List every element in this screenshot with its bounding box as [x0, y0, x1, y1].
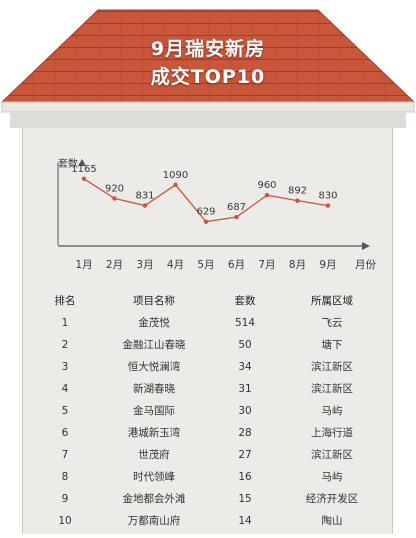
- data-point: [325, 203, 331, 208]
- rank-cell: 4: [61, 383, 69, 395]
- content-panel: [22, 128, 393, 534]
- table-header-row: 排名 项目名称 套数 所属区域: [22, 290, 391, 312]
- table-row: 10 万都南山府 14 陶山: [22, 510, 391, 532]
- units-cell: 30: [238, 405, 252, 417]
- data-label: 629: [196, 207, 215, 218]
- data-point: [234, 214, 239, 220]
- project-cell: 金融江山春晓: [122, 339, 186, 351]
- project-cell: 世茂府: [138, 449, 170, 461]
- x-tick-label: 5月: [197, 259, 214, 271]
- rank-cell: 5: [61, 405, 69, 417]
- y-axis-label: 套数: [58, 157, 78, 170]
- data-point: [295, 198, 300, 203]
- line-chart: 套数 月份 1165 1月 920 2月 831 3月 1090 4月 629 5月 687 6月 96…: [57, 157, 376, 271]
- header-rank: 排名: [54, 295, 76, 307]
- x-tick-label: 4月: [167, 259, 184, 271]
- data-label: 1165: [71, 164, 96, 175]
- data-label: 1090: [163, 170, 188, 181]
- project-cell: 新湖春晓: [133, 383, 175, 395]
- table-row: 7 世茂府 27 滨江新区: [22, 444, 391, 466]
- x-tick-label: 8月: [289, 259, 306, 271]
- data-label: 960: [257, 180, 276, 191]
- data-label: 831: [135, 191, 154, 202]
- x-axis-arrow: [362, 242, 370, 250]
- units-cell: 50: [238, 339, 252, 351]
- table-row: 3 恒大悦澜湾 34 滨江新区: [22, 356, 391, 378]
- area-cell: 马屿: [321, 405, 343, 417]
- rank-cell: 2: [61, 339, 69, 351]
- table-row: 5 金马国际 30 马屿: [22, 400, 391, 422]
- project-cell: 金地都会外滩: [122, 493, 186, 505]
- units-cell: 27: [238, 449, 252, 461]
- table-row: 2 金融江山春晓 50 塘下: [22, 334, 391, 356]
- data-point: [112, 196, 117, 201]
- header-area: 所属区域: [311, 295, 353, 307]
- area-cell: 上海行道: [311, 427, 353, 439]
- area-cell: 滨江新区: [311, 449, 353, 461]
- data-label: 892: [288, 186, 307, 197]
- x-tick-label: 9月: [319, 259, 336, 271]
- table-row: 6 港城新玉湾 28 上海行道: [22, 422, 391, 444]
- project-cell: 港城新玉湾: [127, 427, 181, 439]
- area-cell: 飞云: [321, 317, 343, 329]
- x-tick-label: 3月: [136, 259, 153, 271]
- x-axis-label: 月份: [355, 259, 376, 271]
- data-point: [81, 176, 87, 181]
- table-row: 1 金茂悦 514 飞云: [22, 312, 391, 334]
- rank-cell: 1: [61, 317, 69, 329]
- rank-cell: 10: [58, 515, 72, 527]
- header-project: 项目名称: [133, 295, 175, 307]
- units-cell: 15: [238, 493, 252, 505]
- data-label: 687: [227, 202, 246, 213]
- project-cell: 金马国际: [133, 405, 175, 417]
- units-cell: 28: [238, 427, 252, 439]
- x-tick-label: 6月: [228, 259, 245, 271]
- data-label: 920: [105, 183, 124, 194]
- area-cell: 塘下: [321, 339, 343, 351]
- units-cell: 514: [234, 317, 256, 329]
- table-row: 8 时代领峰 16 马屿: [22, 466, 391, 488]
- data-point: [203, 219, 209, 224]
- project-cell: 恒大悦澜湾: [127, 361, 181, 373]
- area-cell: 陶山: [321, 515, 343, 527]
- area-cell: 滨江新区: [311, 383, 353, 395]
- units-cell: 31: [238, 383, 252, 395]
- x-tick-label: 7月: [258, 259, 275, 271]
- project-cell: 时代领峰: [133, 471, 175, 483]
- rank-cell: 9: [61, 493, 69, 505]
- data-point: [264, 193, 270, 198]
- project-cell: 万都南山府: [127, 515, 181, 527]
- title-line-2: 成交TOP10: [150, 66, 266, 88]
- chart-axes: 套数 月份: [57, 157, 376, 271]
- rank-cell: 7: [61, 449, 69, 461]
- x-tick-label: 2月: [106, 259, 123, 271]
- project-cell: 金茂悦: [138, 317, 170, 329]
- ranking-table: 排名 项目名称 套数 所属区域 1 金茂悦 514 飞云 2 金融江山春晓 50…: [22, 290, 391, 532]
- data-point: [173, 182, 178, 187]
- header-units: 套数: [234, 295, 256, 307]
- table-row: 4 新湖春晓 31 滨江新区: [22, 378, 391, 400]
- area-cell: 经济开发区: [305, 493, 359, 505]
- data-point: [142, 203, 148, 208]
- y-axis-arrow: [78, 159, 86, 166]
- area-cell: 滨江新区: [311, 361, 353, 373]
- roof-illustration: [0, 9, 416, 128]
- title-line-1: 9月瑞安新房: [150, 38, 266, 60]
- rank-cell: 8: [61, 471, 69, 483]
- units-cell: 14: [238, 515, 252, 527]
- data-label: 830: [318, 191, 337, 202]
- units-cell: 16: [238, 471, 252, 483]
- area-cell: 马屿: [321, 471, 343, 483]
- rank-cell: 6: [61, 427, 69, 439]
- x-tick-label: 1月: [75, 259, 92, 271]
- units-cell: 34: [238, 361, 252, 373]
- rank-cell: 3: [61, 361, 69, 373]
- table-row: 9 金地都会外滩 15 经济开发区: [22, 488, 391, 510]
